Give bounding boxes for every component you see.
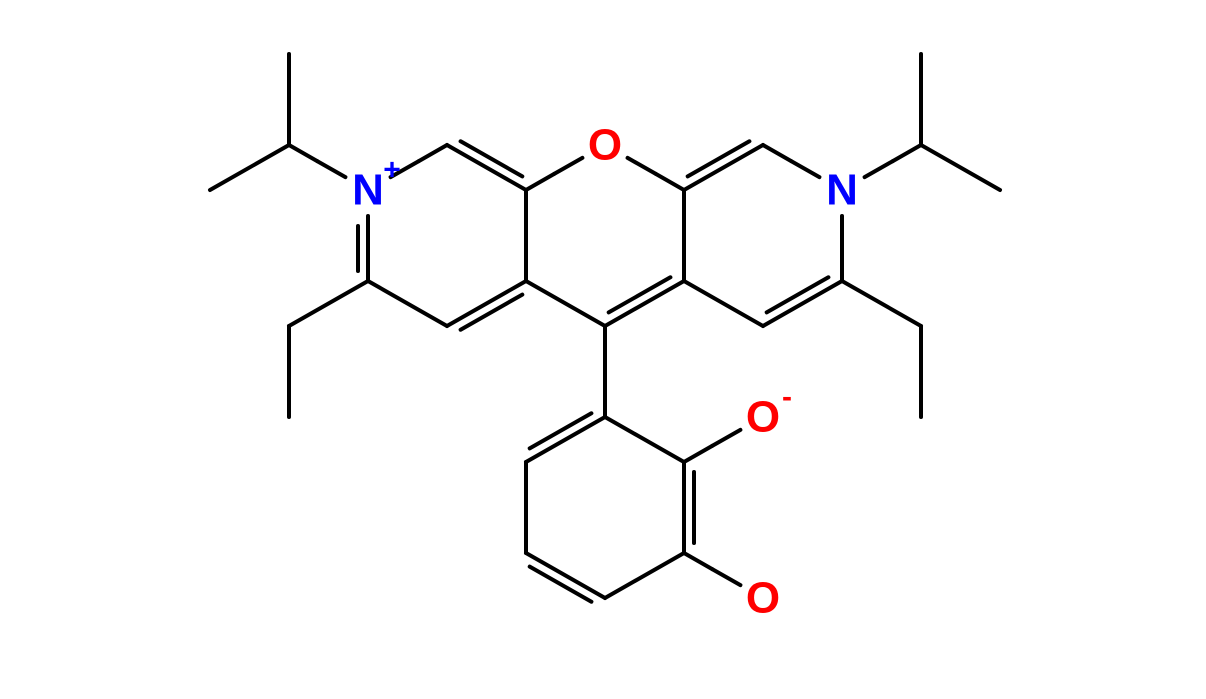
bond-line (656, 174, 684, 190)
atom-O: O (746, 574, 780, 623)
bond-line (526, 553, 605, 598)
bond-line (763, 145, 791, 161)
bond-line (763, 281, 842, 326)
bond-line (317, 161, 345, 177)
bond-line (447, 145, 526, 190)
atom-N: N (826, 166, 858, 215)
bond-line (893, 145, 921, 161)
atom-charge: - (782, 381, 792, 414)
bond-line (842, 281, 921, 326)
bond-line (684, 145, 763, 190)
bond-line (210, 145, 289, 190)
bond-line (447, 281, 526, 326)
bond-line (605, 417, 684, 462)
bond-line (865, 161, 893, 177)
bond-line (684, 446, 712, 462)
bond-line (684, 281, 763, 326)
atom-charge: + (383, 154, 401, 187)
bond-line (289, 145, 317, 161)
atom-O: O (746, 393, 780, 442)
bond-line (921, 145, 1000, 190)
bond-line (526, 417, 605, 462)
bond-line (628, 158, 656, 174)
bond-line (712, 430, 740, 446)
atom-O: O (588, 121, 622, 170)
bond-line (526, 281, 605, 326)
bond-line (605, 553, 684, 598)
bond-line (368, 281, 447, 326)
bond-line (526, 174, 554, 190)
bond-line (289, 281, 368, 326)
atom-N: N (352, 166, 384, 215)
molecule-canvas: ONN+O-O (0, 0, 1206, 699)
bond-line (554, 158, 582, 174)
bond-line (419, 145, 447, 161)
bond-line (605, 281, 684, 326)
bond-line (684, 553, 712, 569)
bond-line (712, 569, 740, 585)
bond-line (791, 161, 819, 177)
